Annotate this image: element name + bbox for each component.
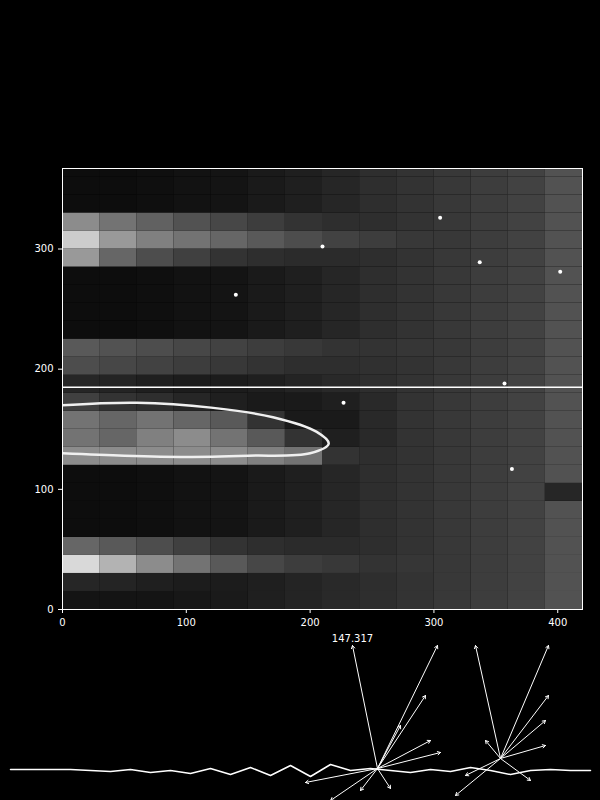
svg-text:147.317: 147.317	[332, 633, 373, 644]
svg-text:400: 400	[548, 617, 567, 628]
svg-text:200: 200	[301, 617, 320, 628]
svg-text:0: 0	[47, 604, 53, 615]
svg-text:200: 200	[34, 363, 53, 374]
svg-text:300: 300	[424, 617, 443, 628]
svg-text:100: 100	[34, 484, 53, 495]
svg-text:100: 100	[177, 617, 196, 628]
svg-text:0: 0	[59, 617, 65, 628]
svg-text:300: 300	[34, 243, 53, 254]
